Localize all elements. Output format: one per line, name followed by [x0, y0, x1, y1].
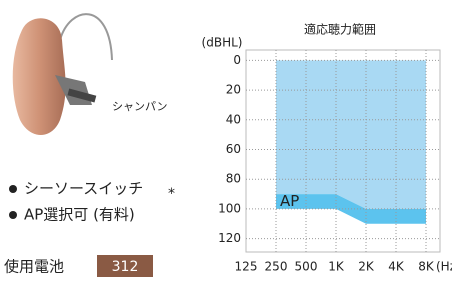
battery-label: 使用電池 — [4, 258, 64, 276]
series-label: AP — [280, 192, 299, 210]
bullet — [9, 185, 17, 193]
y-axis-label: (dBHL) — [202, 36, 243, 50]
hearing-aid-image — [13, 14, 112, 135]
x-tick-label: 500 — [295, 260, 318, 274]
y-tick-label: 40 — [226, 112, 241, 126]
range-band — [276, 60, 426, 209]
page-canvas: シャンパン シーソースイッチ * AP選択可 (有料) 使用電池 312 適応聴… — [0, 0, 452, 286]
x-tick-label: 125 — [235, 260, 258, 274]
x-tick-label: 2K — [358, 260, 375, 274]
y-tick-label: 60 — [226, 142, 241, 156]
y-tick-label: 80 — [226, 172, 241, 186]
x-tick-label: 250 — [265, 260, 288, 274]
battery-value: 312 — [112, 259, 139, 275]
y-tick-label: 100 — [218, 201, 241, 215]
y-tick-label: 20 — [226, 83, 241, 97]
y-tick-label: 0 — [233, 53, 241, 67]
feature: AP選択可 (有料) — [24, 206, 135, 224]
x-axis-label: (Hz — [436, 260, 452, 274]
chart-title: 適応聴力範囲 — [304, 22, 376, 37]
chart: AP 0 20 40 60 80 100 120 125 250 500 1K 2K 4K 8K(Hz — [218, 50, 452, 274]
x-tick-label: 8K — [418, 260, 435, 274]
x-tick-label: 1K — [328, 260, 345, 274]
page: シャンパン シーソースイッチ * AP選択可 (有料) 使用電池 312 適応聴… — [0, 0, 452, 286]
color-label: シャンパン — [112, 100, 168, 113]
x-tick-label: 4K — [388, 260, 405, 274]
y-tick-label: 120 — [218, 231, 241, 245]
bullet — [9, 211, 17, 219]
feature: シーソースイッチ — [24, 180, 143, 198]
feature-note: * — [168, 186, 175, 202]
